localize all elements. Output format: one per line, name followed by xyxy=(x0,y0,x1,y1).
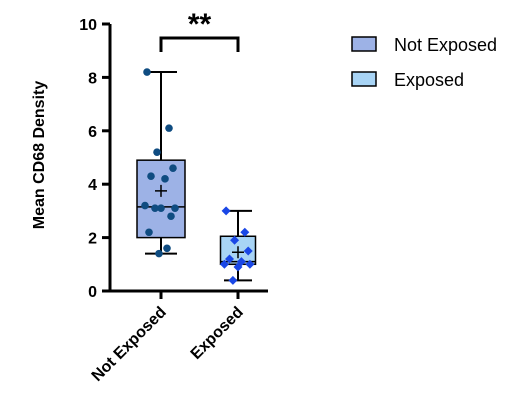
legend-swatch xyxy=(351,36,377,52)
data-point xyxy=(147,172,155,180)
data-point xyxy=(219,259,229,269)
y-tick-label: 4 xyxy=(88,177,97,194)
legend: Not Exposed Exposed xyxy=(351,35,497,90)
data-point xyxy=(151,204,159,213)
data-point xyxy=(165,124,173,132)
data-point xyxy=(155,249,163,258)
y-tick-label: 6 xyxy=(88,124,97,141)
y-tick-label: 8 xyxy=(88,70,97,87)
data-point xyxy=(153,148,161,156)
mean-marker xyxy=(232,246,244,259)
data-point xyxy=(221,206,231,216)
data-point xyxy=(243,246,253,256)
x-tick-label: Not Exposed xyxy=(89,304,170,385)
significance-bracket: ** xyxy=(159,8,240,52)
data-point xyxy=(167,212,175,221)
legend-swatch xyxy=(351,71,377,87)
x-tick-label: Exposed xyxy=(188,304,247,363)
significance-label: ** xyxy=(188,8,212,41)
data-point xyxy=(230,235,240,245)
y-tick-label: 2 xyxy=(88,231,97,248)
data-point xyxy=(225,254,234,264)
data-point xyxy=(233,262,243,272)
box-not-exposed xyxy=(136,68,186,258)
data-point xyxy=(240,227,250,237)
significance-bracket-line xyxy=(159,36,240,52)
y-axis-title: Mean CD68 Density xyxy=(31,81,48,230)
data-point xyxy=(245,259,255,269)
legend-label: Exposed xyxy=(394,70,464,90)
data-point xyxy=(163,244,171,253)
data-point xyxy=(169,164,177,172)
data-point xyxy=(141,201,149,210)
x-axis: Not Exposed Exposed xyxy=(89,289,268,385)
data-point xyxy=(157,204,165,213)
data-point xyxy=(171,204,179,213)
legend-label: Not Exposed xyxy=(394,35,497,55)
y-axis: 0 2 4 6 8 10 xyxy=(79,17,112,301)
y-tick-label: 10 xyxy=(79,17,97,34)
box-exposed xyxy=(219,206,257,285)
boxes xyxy=(136,68,257,285)
data-point xyxy=(228,275,238,285)
data-point xyxy=(161,175,169,183)
data-point xyxy=(145,228,153,237)
y-tick-label: 0 xyxy=(88,284,97,301)
data-point xyxy=(143,68,151,76)
box-iqr xyxy=(136,159,186,239)
mean-marker xyxy=(155,184,167,197)
